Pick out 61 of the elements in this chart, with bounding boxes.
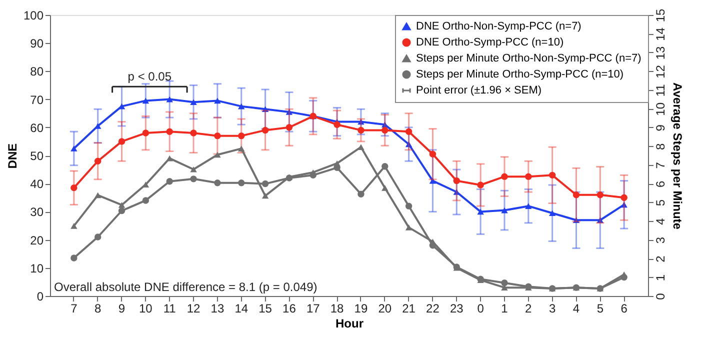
x-tick-label: 19 [354,302,368,316]
y2-axis-title: Average Steps per Minute [670,82,684,230]
y-tick-label: 30 [30,205,44,220]
y-tick-label: 100 [23,8,44,22]
y-tick-label: 40 [30,177,44,192]
legend-label: Steps per Minute Ortho-Non-Symp-PCC (n=7) [416,52,642,64]
y2-tick-label: 3 [654,236,668,244]
x-tick-label: 9 [118,302,126,316]
annotation: p < 0.05 [128,70,172,84]
x-tick-label: 4 [572,302,580,316]
x-tick-label: 7 [70,302,78,316]
legend-label: Steps per Minute Ortho-Symp-PCC (n=10) [416,68,624,80]
x-axis-title: Hour [336,316,364,330]
y2-tick-label: 4 [654,218,668,225]
x-tick-label: 20 [378,302,392,316]
y2-tick-label: 1 [654,274,668,282]
y2-tick-label: 14 [654,27,668,41]
x-tick-label: 17 [306,302,320,316]
y2-tick-label: 0 [654,292,668,300]
y2-tick-label: 5 [654,199,668,206]
x-tick-label: 10 [139,302,153,316]
y2-tick-label: 12 [654,64,668,78]
x-tick-label: 2 [525,302,532,316]
annotation: Overall absolute DNE difference = 8.1 (p = 0.049) [54,280,318,294]
y-axis-title: DNE [5,143,20,169]
y2-tick-label: 13 [654,46,668,60]
y2-tick-label: 9 [654,124,668,132]
y-tick-label: 0 [36,290,44,304]
x-tick-label: 14 [234,302,248,316]
x-tick-label: 5 [596,302,604,316]
x-tick-label: 1 [501,302,508,316]
y2-tick-label: 6 [654,180,668,188]
x-tick-label: 15 [258,302,272,316]
legend-label: DNE Ortho-Non-Symp-PCC (n=7) [416,20,582,32]
y-tick-label: 60 [30,120,44,135]
y2-tick-label: 7 [654,162,668,169]
y2-tick-label: 11 [654,84,668,97]
annotation: Point error (±1.96 × SEM) [416,84,542,96]
y2-tick-label: 8 [654,142,668,150]
x-tick-label: 0 [477,302,484,316]
x-tick-label: 8 [94,302,102,316]
y2-tick-label: 15 [654,8,668,22]
x-tick-label: 13 [210,302,224,316]
legend-label: DNE Ortho-Symp-PCC (n=10) [416,36,564,48]
y-tick-label: 20 [30,233,44,248]
x-tick-label: 16 [282,302,296,316]
y-tick-label: 10 [30,261,44,276]
x-tick-label: 18 [330,302,344,316]
x-tick-label: 21 [402,302,416,316]
x-tick-label: 23 [450,302,464,316]
x-tick-label: 3 [548,302,556,316]
y2-tick-label: 10 [654,102,668,116]
x-tick-label: 12 [186,302,201,316]
y2-tick-label: 2 [654,255,668,262]
x-tick-label: 11 [163,302,176,316]
y-tick-label: 70 [30,92,44,107]
y-tick-label: 80 [30,64,44,79]
y-tick-label: 50 [30,149,44,163]
x-tick-label: 22 [426,302,440,316]
y-tick-label: 90 [30,36,44,51]
x-tick-label: 6 [620,302,628,316]
